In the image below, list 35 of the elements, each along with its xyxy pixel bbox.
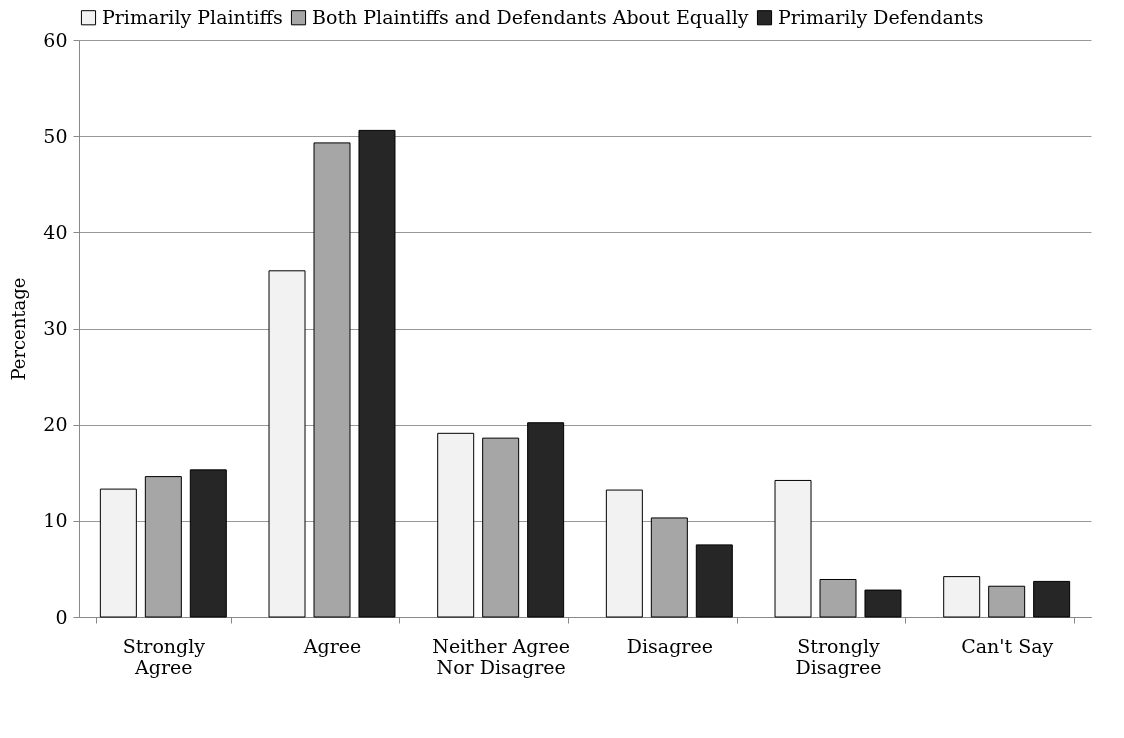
bar [313,142,351,618]
x-tick-label: Agree [302,634,362,657]
bar [864,589,902,618]
bar [482,437,520,618]
y-tick-label: 0 [55,605,68,628]
x-tick-label: Strongly Disagree [795,634,882,678]
bar [189,469,227,618]
y-axis-title: Percentage [8,277,30,381]
bar [988,585,1026,618]
y-tick-label: 60 [43,28,68,51]
x-tick-label: Strongly Agree [122,634,206,678]
bar [437,432,475,618]
legend-label: Primarily Defendants [778,5,984,28]
y-tick-label: 50 [43,124,68,147]
y-tick-label: 30 [43,317,68,339]
bar [650,517,688,618]
bar [99,488,137,618]
bar [358,129,396,618]
bar [774,479,812,618]
bar [144,476,182,618]
legend-label: Both Plaintiffs and Defendants About Equally [312,5,749,28]
y-tick-label: 10 [43,509,68,532]
x-tick-label: Disagree [626,634,713,657]
bar [605,489,643,618]
bar [819,579,857,618]
x-tick-label: Can't Say [961,634,1054,657]
bar [1033,580,1071,618]
bar [695,544,733,618]
bar [943,576,981,618]
y-tick-label: 40 [43,220,68,243]
legend-label: Primarily Plaintiffs [102,5,283,28]
y-tick-label: 20 [43,413,68,436]
bar [268,270,306,618]
bar [527,422,565,618]
x-tick-label: Neither Agree Nor Disagree [432,634,570,678]
